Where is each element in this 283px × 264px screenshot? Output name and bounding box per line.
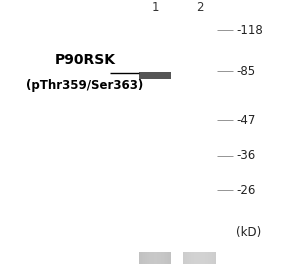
Text: -36: -36: [236, 149, 256, 162]
Bar: [139, 72, 171, 79]
Text: -26: -26: [236, 183, 256, 197]
Text: -47: -47: [236, 114, 256, 127]
Text: P90RSK: P90RSK: [54, 53, 115, 67]
Text: -85: -85: [236, 65, 256, 78]
Text: (kD): (kD): [236, 226, 261, 239]
Text: (pThr359/Ser363): (pThr359/Ser363): [26, 79, 143, 92]
Text: 2: 2: [196, 1, 203, 15]
Text: -118: -118: [236, 24, 263, 37]
Text: 1: 1: [151, 1, 159, 15]
